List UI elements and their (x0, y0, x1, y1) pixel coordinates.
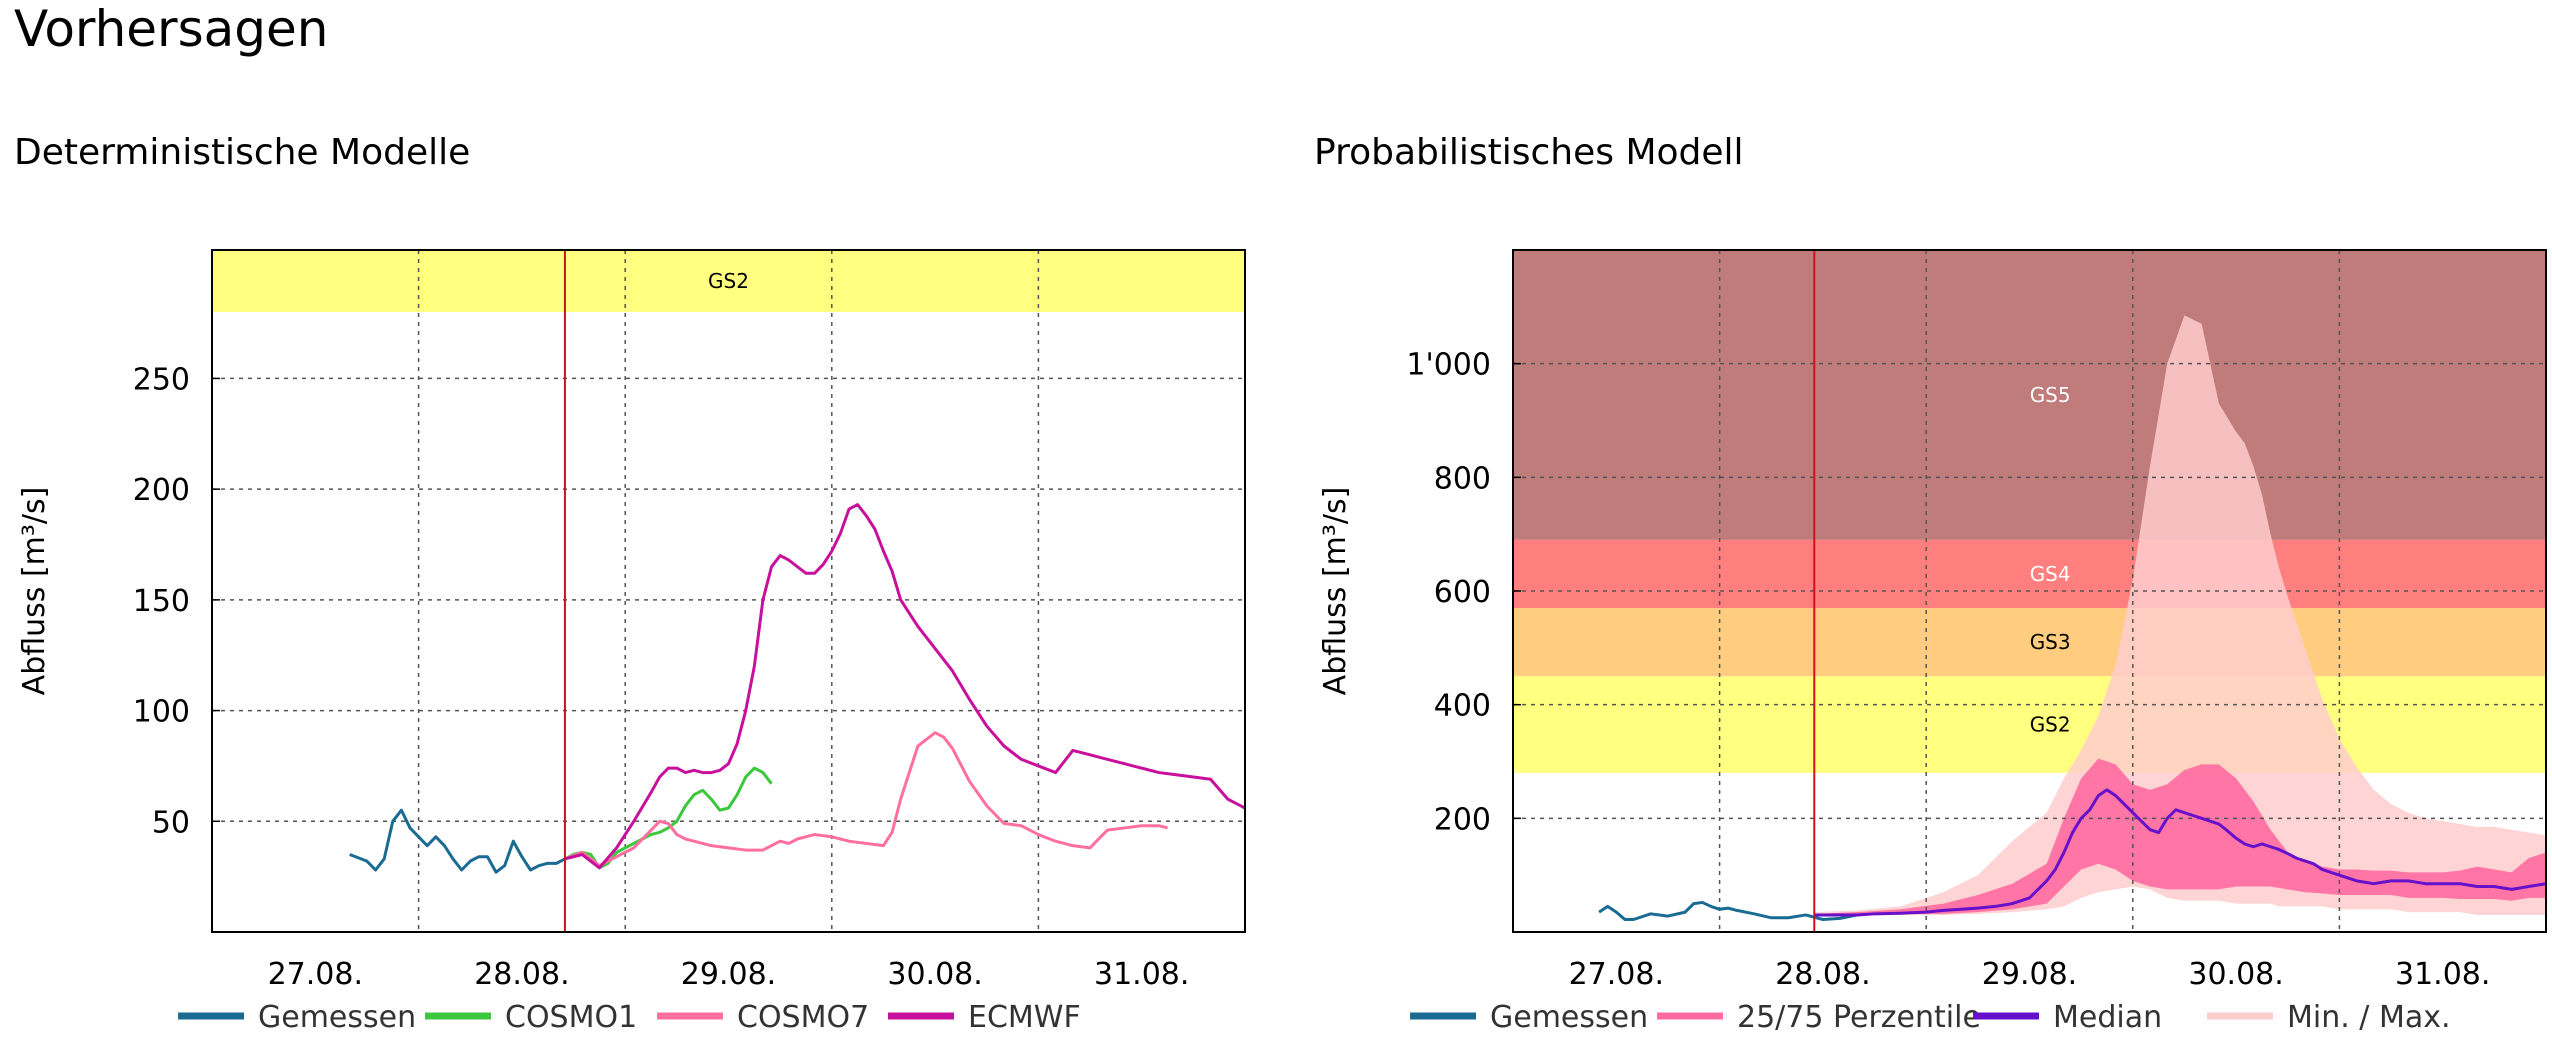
series-line-cosmo1 (564, 766, 773, 870)
y-tick-label: 200 (133, 473, 190, 508)
x-tick-label: 27.08. (268, 957, 363, 992)
chart-title-deterministic: Deterministische Modelle (14, 132, 471, 173)
warning-band-gs2 (1513, 676, 2546, 773)
x-tick-label: 29.08. (681, 957, 776, 992)
legend-label-2: Median (2053, 1000, 2162, 1035)
x-tick-label: 31.08. (2395, 957, 2490, 992)
series-line-median (1814, 788, 2546, 917)
page-title: Vorhersagen (14, 0, 329, 58)
y-tick-label: 200 (1434, 802, 1491, 837)
legend-label-1: COSMO1 (505, 1000, 637, 1035)
legend-label-0: Gemessen (1490, 1000, 1648, 1035)
warning-band-gs5 (1513, 250, 2546, 540)
plot-area-1: GS2 GS3 GS4 GS5 (1513, 250, 2546, 932)
y-tick-label: 150 (133, 584, 190, 619)
y-axis-label: Abfluss [m³/s] (1318, 487, 1353, 696)
series-line-gemessen (349, 808, 566, 874)
legend-label-1: 25/75 Perzentile (1737, 1000, 1981, 1035)
plot-frame-0 (211, 249, 1246, 933)
plot-area-0: GS2 (212, 250, 1245, 932)
x-tick-label: 29.08. (1982, 957, 2077, 992)
band-label-gs4: GS4 (2030, 562, 2071, 586)
chart-title-probabilistic: Probabilistisches Modell (1314, 132, 1744, 173)
band-label-gs2: GS2 (708, 269, 749, 293)
y-tick-label: 600 (1434, 575, 1491, 610)
x-tick-label: 28.08. (1775, 957, 1870, 992)
x-tick-label: 30.08. (887, 957, 982, 992)
y-tick-label: 100 (133, 695, 190, 730)
y-tick-label: 250 (133, 362, 190, 397)
x-tick-label: 27.08. (1569, 957, 1664, 992)
warning-band-gs3 (1513, 608, 2546, 677)
band-label-gs5: GS5 (2030, 383, 2071, 407)
minmax-area (1814, 315, 2546, 915)
y-axis-label: Abfluss [m³/s] (17, 487, 52, 696)
y-tick-label: 800 (1434, 461, 1491, 496)
warning-band-gs2 (212, 250, 1245, 312)
x-tick-label: 31.08. (1094, 957, 1189, 992)
legend-label-2: COSMO7 (737, 1000, 869, 1035)
band-label-gs3: GS3 (2030, 630, 2071, 654)
legend-label-3: Min. / Max. (2287, 1000, 2451, 1035)
x-tick-label: 28.08. (474, 957, 569, 992)
legend-label-0: Gemessen (258, 1000, 416, 1035)
y-tick-label: 50 (152, 805, 190, 840)
warning-band-gs4 (1513, 539, 2546, 609)
series-line-ecmwf (564, 503, 1245, 870)
perzentile-area (1814, 758, 2546, 915)
x-tick-label: 30.08. (2188, 957, 2283, 992)
series-line-cosmo7 (564, 731, 1168, 868)
y-tick-label: 1'000 (1406, 348, 1491, 383)
series-line-gemessen (1598, 900, 1858, 921)
legend-label-3: ECMWF (968, 1000, 1081, 1035)
y-tick-label: 400 (1434, 689, 1491, 724)
band-label-gs2: GS2 (2030, 713, 2071, 737)
